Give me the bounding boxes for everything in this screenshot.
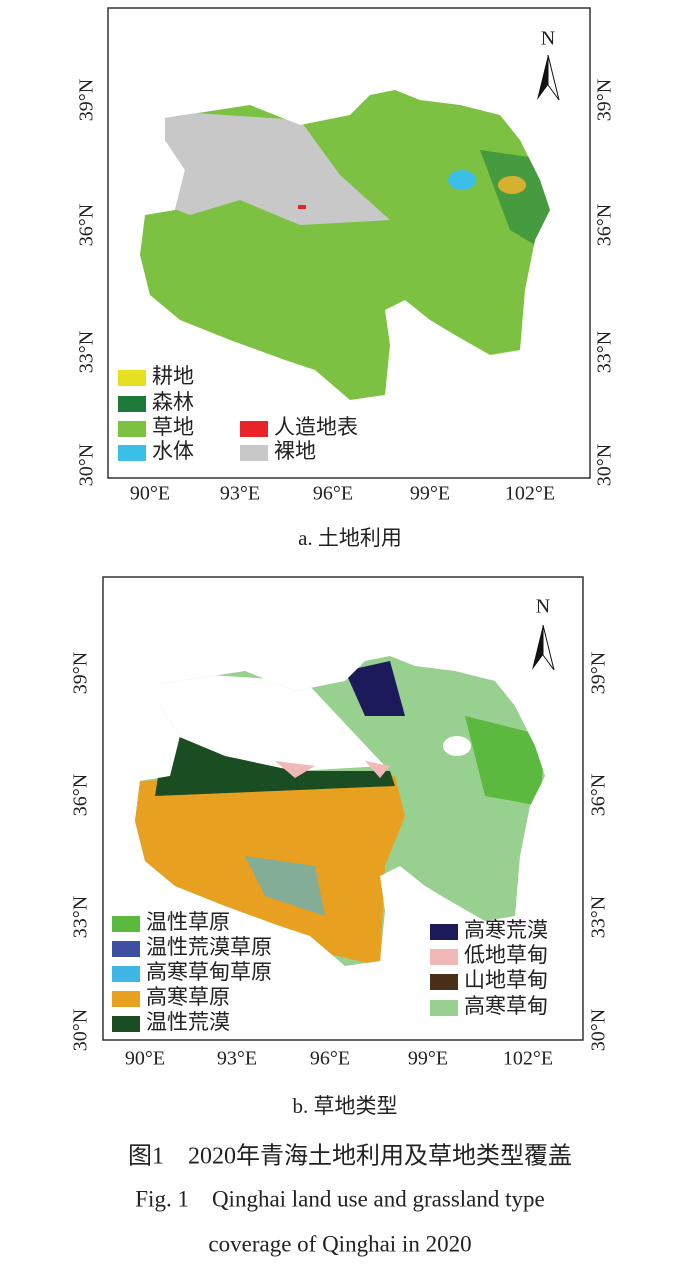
legend-swatch [112,966,140,982]
legend-label: 温性荒漠 [146,1010,230,1034]
legend-swatch [118,445,146,461]
north-arrow [547,54,560,101]
x-tick-label: 102°E [505,483,555,505]
legend-swatch [430,924,458,940]
temperate-desert [155,731,395,796]
north-label: N [536,596,550,618]
north-arrow [532,625,543,670]
x-tick-label: 99°E [408,1048,448,1070]
y-tick-label: 39°N [76,79,98,121]
legend-label: 山地草甸 [464,968,548,992]
y-tick-label: 39°N [70,652,92,694]
x-tick-label: 99°E [410,483,450,505]
legend-swatch [240,421,268,437]
figure-caption-en: coverage of Qinghai in 2020 [208,1231,471,1256]
legend-swatch [240,445,268,461]
lake [448,170,476,190]
y-tick-label: 33°N [76,331,98,373]
map-frame [102,576,584,1041]
legend-label: 高寒草甸草原 [146,960,272,984]
legend-label: 人造地表 [274,415,358,439]
y-tick-label: 39°N [588,652,610,694]
legend-swatch [430,1000,458,1016]
panel-caption: a. 土地利用 [298,526,402,550]
alpine-meadow-steppe [245,856,325,916]
lowland-meadow [275,761,390,778]
y-tick-label: 30°N [70,1009,92,1051]
y-tick-label: 36°N [588,774,610,816]
temperate-steppe [465,716,545,806]
legend-swatch [430,974,458,990]
legend-label: 高寒草甸 [464,994,548,1018]
y-tick-label: 30°N [594,444,616,486]
x-tick-label: 96°E [313,483,353,505]
y-tick-label: 33°N [594,331,616,373]
y-tick-label: 33°N [588,896,610,938]
legend-label: 裸地 [274,439,316,463]
legend-swatch [112,941,140,957]
bare-land [150,110,390,225]
x-tick-label: 90°E [125,1048,165,1070]
lake [443,736,471,756]
legend-label: 水体 [152,439,194,463]
legend-swatch [112,991,140,1007]
built-up [298,205,306,209]
north-arrow [537,55,548,100]
legend-label: 温性草原 [146,910,230,934]
y-tick-label: 30°N [588,1009,610,1051]
legend-label: 温性荒漠草原 [146,935,272,959]
legend-label: 草地 [152,415,194,439]
y-tick-label: 30°N [76,444,98,486]
alpine-desert [345,661,405,716]
y-tick-label: 36°N [76,204,98,246]
legend-swatch [112,1016,140,1032]
y-tick-label: 39°N [594,79,616,121]
y-tick-label: 36°N [594,204,616,246]
legend-label: 低地草甸 [464,943,548,967]
x-tick-label: 93°E [220,483,260,505]
legend-swatch [118,421,146,437]
figure-caption-cn: 图1 2020年青海土地利用及草地类型覆盖 [128,1143,572,1170]
x-tick-label: 90°E [130,483,170,505]
legend-label: 森林 [152,390,194,414]
x-tick-label: 102°E [503,1048,553,1070]
cropland [498,176,526,194]
x-tick-label: 93°E [217,1048,257,1070]
y-tick-label: 36°N [70,774,92,816]
legend-label: 耕地 [152,364,194,388]
legend-label: 高寒草原 [146,985,230,1009]
north-arrow [542,624,555,671]
panel-caption: b. 草地类型 [293,1094,398,1118]
north-label: N [541,28,555,50]
legend-swatch [112,916,140,932]
y-tick-label: 33°N [70,896,92,938]
x-tick-label: 96°E [310,1048,350,1070]
figure-caption-en: Fig. 1 Qinghai land use and grassland ty… [135,1186,544,1211]
legend-label: 高寒荒漠 [464,918,548,942]
map-frame [107,7,591,479]
map-b [102,576,584,1041]
no-grass [145,671,385,771]
legend-swatch [118,396,146,412]
legend-swatch [430,949,458,965]
legend-swatch [118,370,146,386]
